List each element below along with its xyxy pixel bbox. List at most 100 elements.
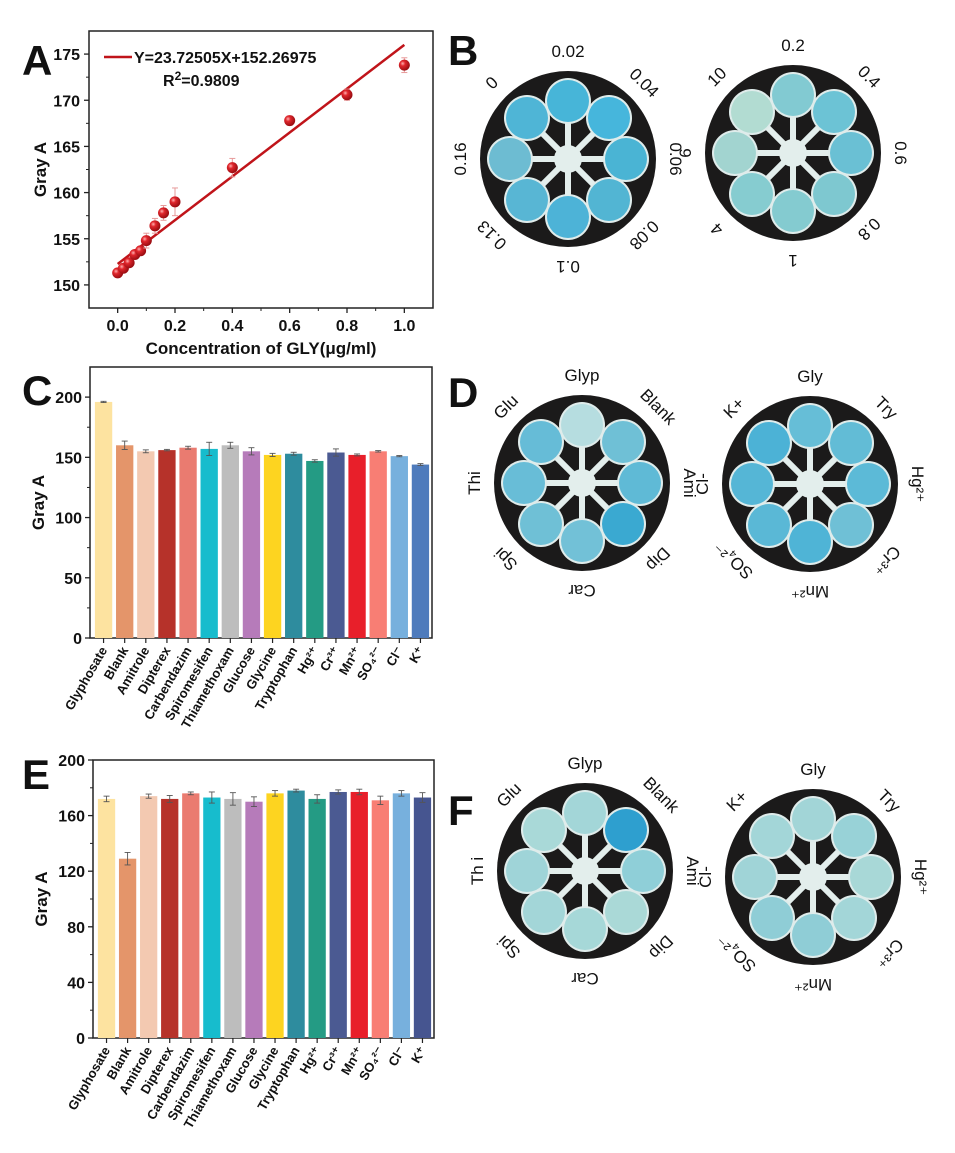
bar: [158, 450, 176, 638]
y-tick-label: 150: [55, 450, 82, 467]
disc-sample-label: Glyp: [565, 366, 600, 385]
disc-sample-label: Try: [874, 786, 905, 817]
sample-pad: [830, 421, 873, 464]
disc-sample-label: Mn²⁺: [791, 582, 829, 601]
panel-label-b: B: [448, 27, 479, 74]
bar: [221, 445, 239, 638]
x-tick-label: Hg²⁺: [294, 644, 321, 676]
disc-sample-label: Dip: [642, 543, 673, 574]
sample-pad: [561, 404, 603, 446]
y-tick-label: 175: [53, 47, 80, 64]
sample-pad: [750, 814, 793, 857]
disc-sample-label: 0.06: [666, 142, 685, 175]
bar: [140, 796, 158, 1038]
x-tick-label: Hg²⁺: [296, 1044, 323, 1076]
chart-c-selectivity: GlyphosateBlankAmitroleDipterexCarbendaz…: [29, 366, 433, 731]
data-point: [169, 196, 181, 208]
sample-pad: [813, 90, 856, 133]
sample-pad: [730, 90, 773, 133]
bar: [308, 798, 326, 1038]
disc-sample-label: 10: [704, 64, 731, 91]
x-axis-label: Concentration of GLY(μg/ml): [146, 339, 377, 358]
sample-pad: [505, 179, 548, 222]
bar: [392, 793, 411, 1038]
panel-label-f: F: [448, 787, 474, 834]
y-axis-label: Gray A: [29, 475, 48, 530]
panel-label-d: D: [448, 369, 479, 416]
data-point: [135, 245, 147, 257]
sample-pad: [833, 814, 876, 857]
bar: [245, 801, 263, 1038]
bar: [413, 797, 432, 1038]
panel-label-a: A: [22, 37, 53, 84]
disc-sample-label: Glu: [493, 779, 525, 811]
y-tick-label: 170: [53, 93, 80, 110]
y-tick-label: 150: [53, 278, 80, 295]
disc-sample-label: Th i: [468, 857, 487, 885]
disc-sample-label: Cr³⁺: [868, 542, 904, 578]
y-tick-label: 100: [55, 511, 82, 528]
y-tick-label: 40: [67, 975, 85, 992]
bar: [266, 793, 284, 1038]
x-tick-label: K⁺: [406, 644, 427, 666]
disc-sample-label: Car: [571, 969, 599, 988]
y-tick-label: 0: [76, 1031, 85, 1048]
sample-pad: [605, 808, 648, 851]
sample-pad: [561, 520, 603, 562]
bar: [182, 793, 200, 1038]
disc-sample-label: Car: [568, 581, 596, 600]
disc-sample-label: K+: [723, 787, 752, 816]
sample-pad: [750, 897, 793, 940]
x-tick-label: 0.8: [336, 318, 358, 335]
legend-equation: Y=23.72505X+152.26975: [134, 50, 317, 67]
data-point: [226, 162, 238, 174]
sample-pad: [602, 420, 645, 463]
disc-sample-label: Cr³⁺: [871, 935, 907, 971]
bar: [327, 452, 345, 638]
sample-pad: [833, 897, 876, 940]
bar: [411, 464, 430, 638]
bar: [203, 797, 221, 1038]
chart-e-anti-interference: GlyphosateBlankAmitroleDipterexCarbendaz…: [32, 753, 435, 1131]
legend-r-squared: R2=0.9809: [163, 69, 240, 90]
y-axis-label: Gray A: [31, 142, 50, 197]
disc-sample-label: 0.02: [551, 42, 584, 61]
x-tick-label: 0.6: [279, 318, 301, 335]
sample-pad: [847, 463, 889, 505]
sample-pad: [731, 463, 773, 505]
y-tick-label: 120: [58, 864, 85, 881]
bar: [161, 798, 179, 1038]
panel-label-e: E: [22, 751, 51, 798]
plot-frame: [89, 366, 433, 639]
y-tick-label: 0: [73, 631, 82, 648]
x-tick-label: 0.2: [164, 318, 186, 335]
bar: [287, 790, 305, 1038]
x-tick-label: Glyphosate: [65, 1044, 113, 1113]
disc-sample-label: 0.8: [854, 214, 884, 244]
y-tick-label: 80: [67, 920, 85, 937]
sample-pad: [730, 173, 773, 216]
disc-sample-label: Cl-: [696, 866, 715, 888]
disc-sample-label: Hg²⁺: [908, 466, 927, 502]
sample-pad: [747, 421, 790, 464]
data-point: [123, 257, 135, 269]
bar: [97, 798, 116, 1038]
y-tick-label: 50: [64, 571, 82, 588]
sample-pad: [830, 504, 873, 547]
data-point: [341, 89, 353, 101]
sample-pad: [792, 914, 834, 956]
disc-sample-label: Spi: [494, 932, 525, 963]
x-tick-label: Cl⁻: [383, 644, 406, 669]
bar: [369, 451, 387, 638]
y-tick-label: 165: [53, 139, 80, 156]
disc-sample-label: 4: [707, 219, 727, 239]
disc-sample-label: Spi: [491, 544, 522, 575]
disc-sample-label: Dip: [645, 931, 676, 962]
bar: [116, 445, 134, 638]
sample-pad: [813, 173, 856, 216]
sample-pad: [772, 74, 814, 116]
sample-pad: [506, 850, 548, 892]
disc-sample-label: Ami: [680, 468, 699, 497]
sample-pad: [519, 503, 562, 546]
sample-pad: [622, 850, 664, 892]
